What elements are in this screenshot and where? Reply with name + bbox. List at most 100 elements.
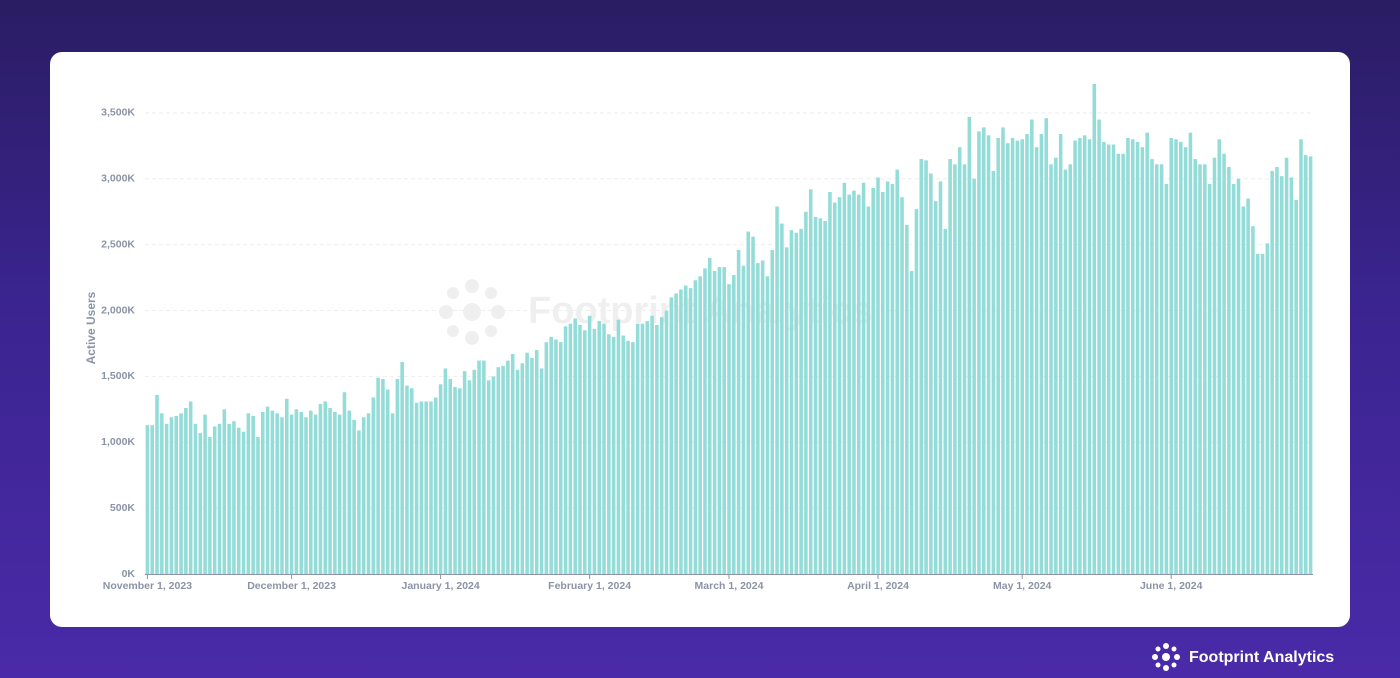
- bar: [482, 360, 486, 574]
- bar: [1087, 139, 1092, 574]
- bar: [299, 411, 303, 574]
- bar: [1260, 253, 1265, 574]
- bar: [188, 401, 193, 574]
- bar: [496, 367, 501, 574]
- bar: [544, 342, 549, 574]
- bar: [376, 377, 380, 574]
- bar: [962, 164, 967, 574]
- bar: [977, 131, 981, 574]
- x-tick-label: January 1, 2024: [401, 580, 479, 592]
- bar: [294, 409, 299, 574]
- bar: [491, 376, 496, 574]
- x-tick-label: May 1, 2024: [993, 580, 1052, 592]
- y-tick-label: 0K: [122, 568, 136, 580]
- bar: [1092, 83, 1097, 575]
- bar: [592, 328, 597, 574]
- bar: [381, 379, 385, 574]
- bar: [789, 230, 794, 574]
- bar: [1140, 147, 1145, 574]
- bar: [611, 336, 616, 574]
- bar: [323, 401, 328, 574]
- bar: [722, 267, 726, 574]
- y-tick-label: 3,500K: [101, 107, 135, 119]
- bar: [664, 310, 669, 574]
- bar: [1039, 134, 1044, 574]
- bar: [861, 182, 866, 574]
- bar: [409, 388, 414, 574]
- bar: [736, 249, 741, 574]
- bar: [400, 361, 404, 574]
- bar: [679, 289, 683, 574]
- bar: [832, 202, 837, 574]
- bar: [150, 425, 154, 574]
- bar: [587, 315, 592, 574]
- bar: [1006, 143, 1010, 574]
- bar: [881, 191, 885, 574]
- bar: [799, 228, 803, 574]
- bar: [289, 414, 294, 574]
- bar: [732, 274, 736, 574]
- bar: [1082, 135, 1087, 574]
- bar: [712, 271, 717, 574]
- bar: [1097, 119, 1101, 575]
- bar: [270, 410, 275, 574]
- bar: [1294, 199, 1298, 575]
- bar: [703, 268, 707, 574]
- bar: [655, 325, 659, 574]
- bar: [385, 389, 390, 574]
- bar: [659, 317, 664, 574]
- bar: [1212, 157, 1217, 575]
- bar: [419, 401, 424, 574]
- bar: [813, 217, 818, 574]
- bar: [727, 284, 731, 574]
- bar: [808, 189, 813, 574]
- bar: [775, 206, 779, 575]
- bar: [1102, 141, 1106, 574]
- bar: [1299, 139, 1303, 574]
- bar: [1198, 164, 1202, 574]
- bar: [280, 417, 284, 574]
- bar: [602, 323, 606, 574]
- bar: [1164, 184, 1169, 574]
- bar: [645, 321, 650, 574]
- bar: [525, 352, 529, 574]
- bar: [1236, 178, 1241, 575]
- bar: [1155, 164, 1159, 574]
- bar: [981, 127, 986, 574]
- bar: [1270, 170, 1274, 574]
- bar: [203, 414, 207, 574]
- bar: [198, 433, 203, 574]
- bar: [823, 220, 827, 575]
- bar: [573, 318, 577, 574]
- bar: [453, 386, 457, 574]
- bar: [914, 209, 919, 574]
- bar: [222, 409, 227, 574]
- bar: [640, 323, 645, 574]
- bar: [328, 408, 332, 574]
- bar: [1246, 198, 1250, 574]
- bar: [1145, 132, 1149, 574]
- bar: [919, 159, 924, 575]
- bar: [434, 397, 438, 574]
- bar: [333, 411, 337, 574]
- bar: [352, 419, 356, 574]
- bar: [405, 385, 409, 574]
- bar: [285, 398, 289, 574]
- bar: [1063, 169, 1068, 574]
- bar: [501, 365, 505, 574]
- bar: [765, 276, 770, 574]
- bar: [1193, 159, 1198, 575]
- bar: [318, 404, 323, 574]
- bar: [1231, 184, 1236, 574]
- bar: [828, 191, 832, 574]
- bar: [236, 427, 241, 574]
- bar: [1054, 157, 1058, 575]
- bar: [1049, 164, 1053, 574]
- bar: [631, 342, 635, 574]
- bar: [842, 182, 847, 574]
- bar: [1130, 139, 1135, 574]
- bar: [361, 417, 366, 574]
- bar: [1207, 184, 1212, 574]
- bar: [179, 413, 183, 574]
